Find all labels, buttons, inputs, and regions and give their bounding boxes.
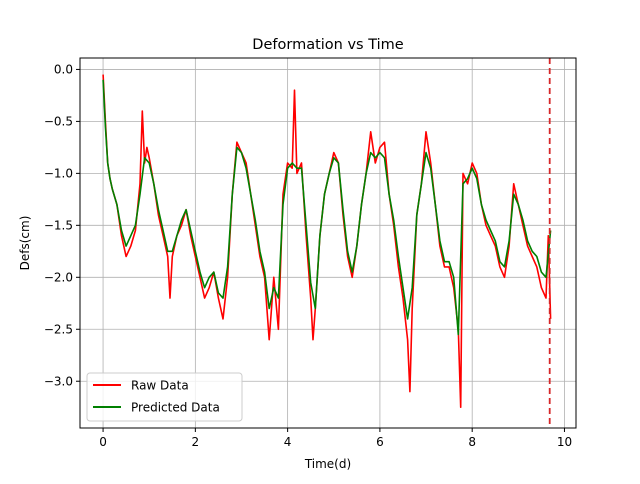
legend-label-raw-data: Raw Data [131, 379, 189, 393]
x-axis-label: Time(d) [304, 457, 351, 471]
legend-label-predicted-data: Predicted Data [131, 401, 220, 415]
y-tick-label: −2.0 [44, 271, 73, 285]
x-axis-ticks: 0 2 4 6 8 10 [99, 428, 572, 449]
y-tick-label: −3.0 [44, 375, 73, 389]
chart-title: Deformation vs Time [252, 37, 403, 53]
plot-area-frame [79, 57, 577, 429]
y-tick-label: 0.0 [54, 63, 73, 77]
y-tick-label: −2.5 [44, 323, 73, 337]
x-tick-label: 6 [376, 435, 384, 449]
x-tick-label: 10 [557, 435, 572, 449]
y-tick-label: −1.5 [44, 219, 73, 233]
x-tick-label: 0 [99, 435, 107, 449]
x-tick-label: 8 [468, 435, 476, 449]
grid-lines [80, 58, 576, 428]
x-tick-label: 4 [284, 435, 292, 449]
y-tick-label: −1.0 [44, 167, 73, 181]
series-line-predicted-data [102, 79, 552, 336]
series-layer [102, 74, 552, 409]
legend: Raw Data Predicted Data [86, 372, 243, 422]
y-tick-label: −0.5 [44, 115, 73, 129]
legend-box [86, 372, 243, 422]
y-axis-ticks: 0.0 −0.5 −1.0 −1.5 −2.0 −2.5 −3.0 [44, 63, 80, 389]
y-axis-label: Defs(cm) [18, 216, 32, 271]
x-tick-label: 2 [192, 435, 200, 449]
